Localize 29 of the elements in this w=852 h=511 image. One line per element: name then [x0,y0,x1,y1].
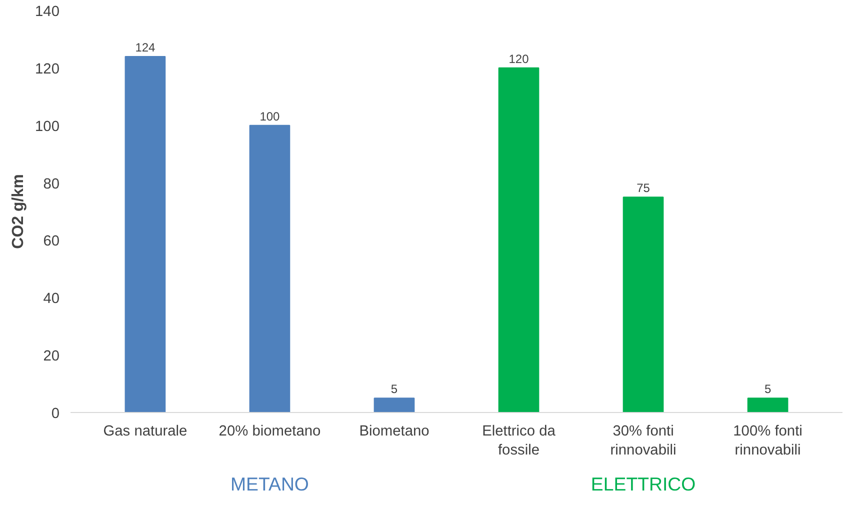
bar [249,124,290,412]
bar [747,398,788,412]
x-tick-label: 30% fonti rinnovabili [610,424,676,459]
y-tick-label: 140 [35,4,60,20]
bar [498,67,540,412]
y-tick-label: 60 [43,234,60,250]
x-tick-label: Elettrico da fossile [482,424,556,459]
y-tick-label: 20 [43,348,60,365]
y-tick-label: 80 [43,176,60,192]
x-tick-label: Gas naturale [103,424,188,440]
data-label: 124 [135,40,156,54]
y-tick-label: 40 [43,291,60,308]
data-label: 100 [260,109,280,124]
bar [124,56,166,412]
y-axis-title: CO2 g/km [10,174,28,249]
text: ELETTRICO [590,474,696,494]
x-tick-label: Biometano [359,424,430,440]
text: METANO [230,474,309,494]
y-tick-label: 0 [51,406,60,422]
bar [622,196,664,412]
y-tick-label: 120 [35,61,60,78]
data-label: 5 [764,382,772,396]
bar [374,398,415,412]
y-tick-label: 100 [35,118,60,135]
data-label: 120 [508,52,530,66]
x-tick-label: 100% fonti rinnovabili [733,424,802,459]
x-tick-label: 20% biometano [218,424,321,440]
data-label: 5 [390,382,398,396]
data-label: 75 [636,181,650,196]
